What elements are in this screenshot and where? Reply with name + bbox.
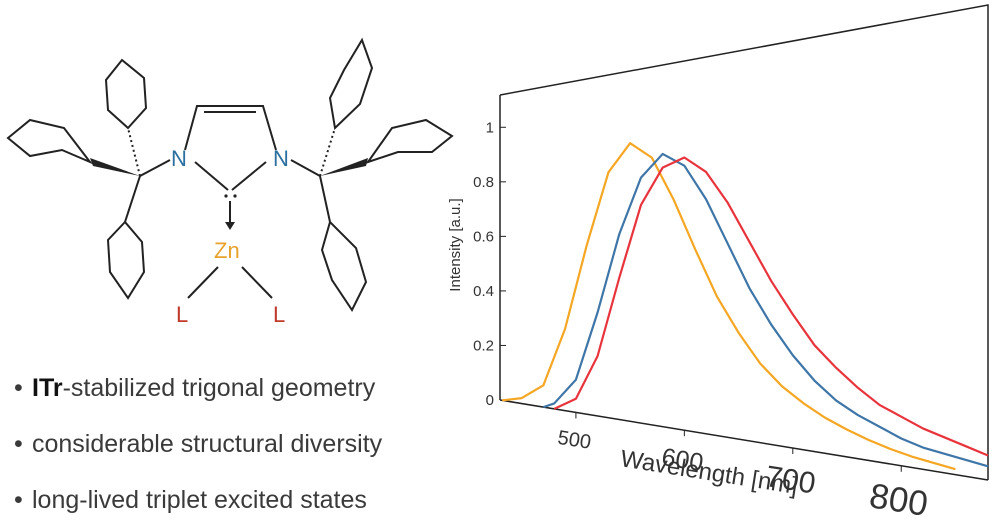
phenyl-ring [106,220,146,300]
series-line-2 [553,156,989,457]
x-tick-label: 700 [763,460,818,500]
carbene-dot [233,194,237,198]
phenyl-ring [365,118,454,164]
y-tick-label: 0.8 [473,174,494,191]
zn-l-bond-left [187,266,219,299]
n-c-bond-left [139,159,171,177]
carbene-dot [224,194,228,198]
y-ticks: 0 0.2 0.4 0.6 0.8 1 [473,119,506,409]
y-tick-label: 0.4 [473,283,494,300]
phenyl-ring [6,118,94,165]
bond [127,127,141,177]
phenyl-ring [320,220,368,312]
x-ticks: 500 600 700 800 [556,412,931,523]
y-tick-label: 0 [486,392,494,409]
atom-n-left: N [171,146,187,171]
emission-spectrum-chart: 0 0.2 0.4 0.6 0.8 1 500 600 700 800 Intensity [a… [447,4,989,523]
bullet-dot: • [14,486,23,514]
chart-frame-top-edge [499,4,989,480]
x-axis-label: Wavelength [nm] [619,445,800,500]
y-axis-label: Intensity [a.u.] [447,198,464,291]
wedge-bond [90,158,140,176]
bullet-dot: • [14,430,23,458]
x-axis [499,399,989,481]
atom-l-right: L [273,302,285,327]
y-tick-label: 0.2 [473,337,494,354]
bullet-list: • ITr-stabilized trigonal geometry • consi… [14,360,484,528]
bullet-item: • ITr-stabilized trigonal geometry [14,360,484,416]
ring-bond-right [231,161,267,191]
x-tick-label: 800 [867,476,931,523]
zn-l-bond-right [241,266,273,299]
bullet-text: considerable structural diversity [32,430,383,458]
series-line-0 [502,142,956,471]
series-group [502,142,989,471]
molecule-structure [6,37,454,312]
arrow-head-icon [225,222,235,230]
wedge-bond [320,158,368,176]
bullet-item: • considerable structural diversity [14,416,484,472]
x-tick-label: 500 [556,427,592,454]
phenyl-ring [328,37,374,131]
imidazole-ring [184,105,277,151]
x-tick-label: 600 [660,443,706,477]
n-c-bond-right [290,159,321,177]
y-tick-label: 0.6 [473,228,494,245]
y-tick-label: 1 [486,119,494,136]
bullet-item: • long-lived triplet excited states [14,472,484,528]
bullet-text: long-lived triplet excited states [32,486,367,514]
atom-l-left: L [176,302,188,327]
ring-bond-left [194,161,229,191]
series-line-1 [543,152,989,468]
atom-n-right: N [273,146,289,171]
phenyl-ring [104,58,148,130]
bond [124,175,141,223]
bond [319,175,331,223]
bond [319,127,336,177]
atom-zn: Zn [214,238,240,263]
bullet-dot: • [14,374,23,402]
bullet-bold: ITr [32,374,63,402]
bullet-text: -stabilized trigonal geometry [62,374,376,402]
